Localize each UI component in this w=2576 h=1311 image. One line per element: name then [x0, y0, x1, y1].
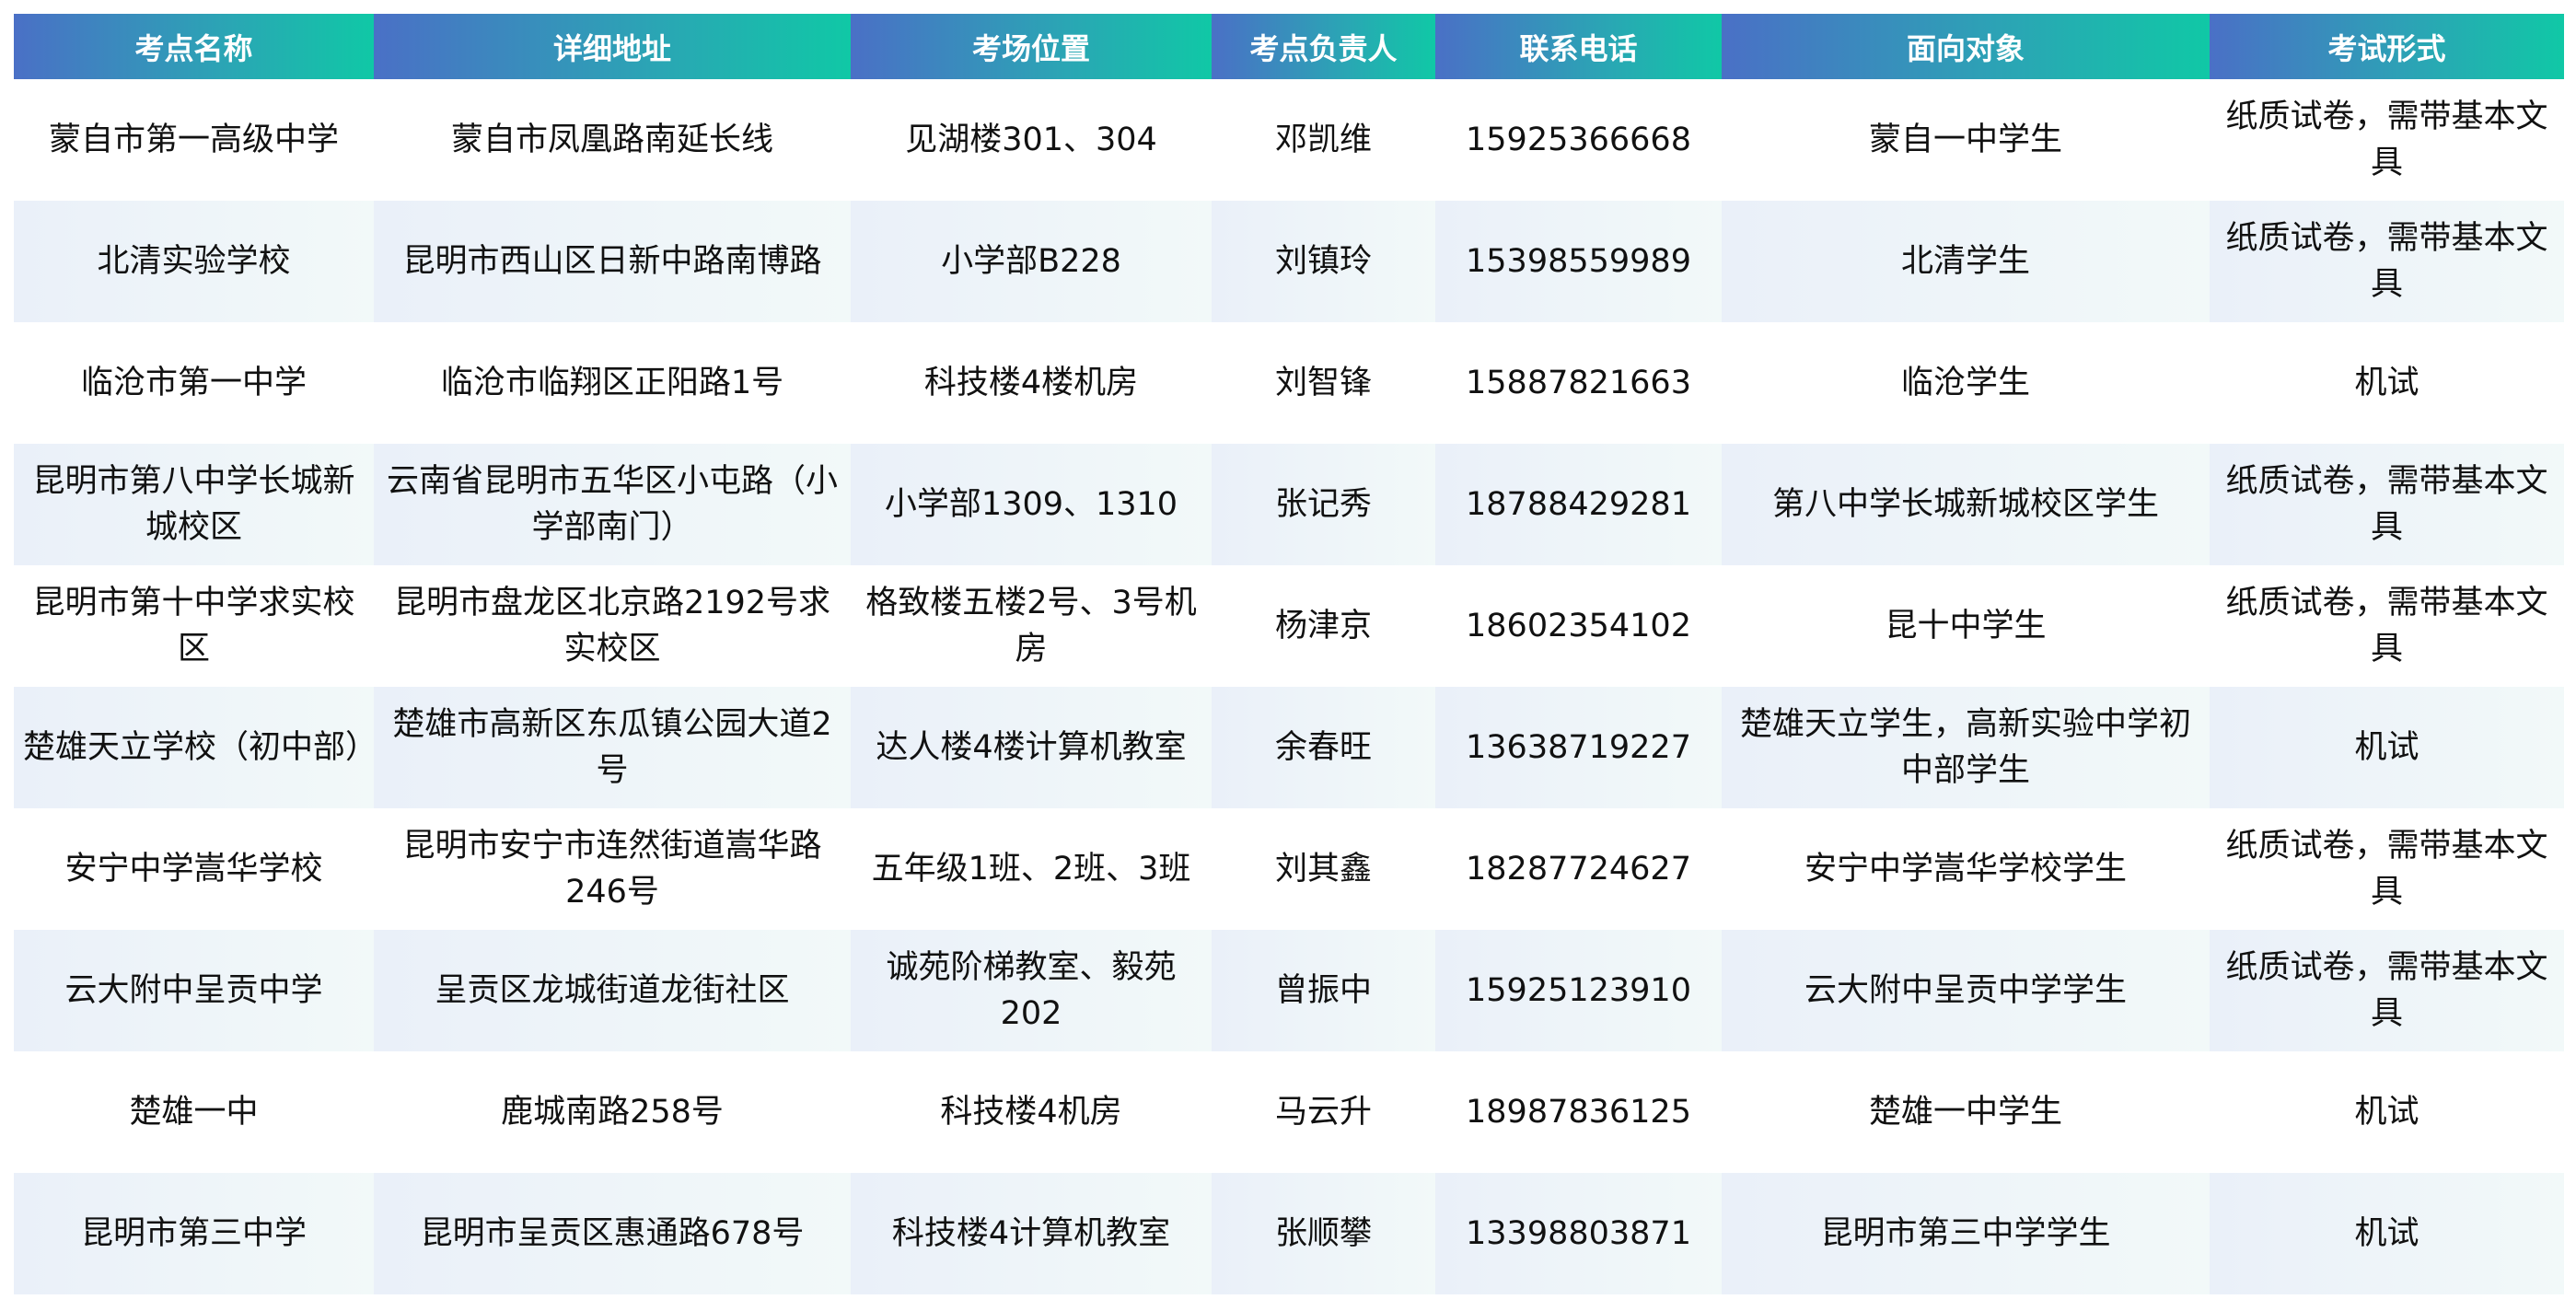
cell-phone: 15398559989 — [1435, 201, 1722, 322]
column-header-contact-person: 考点负责人 — [1212, 14, 1435, 79]
cell-phone: 15925123910 — [1435, 930, 1722, 1051]
cell-address: 鹿城南路258号 — [501, 1094, 724, 1131]
cell-address: 昆明市西山区日新中路南博路 — [374, 201, 851, 322]
cell-contact-person: 马云升 — [1274, 1094, 1372, 1131]
cell-audience: 蒙自一中学生 — [1868, 122, 2062, 158]
cell-audience: 临沧学生 — [1900, 365, 2030, 401]
cell-site-name: 北清实验学校 — [14, 201, 374, 322]
cell-audience: 北清学生 — [1722, 201, 2210, 322]
cell-room: 科技楼4计算机教室 — [851, 1173, 1212, 1294]
cell-address: 楚雄市高新区东瓜镇公园大道2号 — [374, 687, 851, 808]
cell-contact-person: 张记秀 — [1212, 444, 1435, 565]
cell-site-name: 楚雄一中 — [129, 1094, 259, 1131]
column-header-room: 考场位置 — [851, 14, 1212, 79]
cell-site-name: 昆明市第八中学长城新城校区 — [14, 444, 374, 565]
column-header-audience: 面向对象 — [1722, 14, 2210, 79]
cell-site-name: 楚雄天立学校（初中部） — [14, 687, 377, 808]
column-header-address: 详细地址 — [374, 14, 851, 79]
cell-address: 临沧市临翔区正阳路1号 — [440, 365, 784, 401]
table-row: 昆明市第三中学 昆明市呈贡区惠通路678号 科技楼4计算机教室 张顺攀 13398803… — [14, 1173, 2564, 1294]
header-row: 考点名称 详细地址 考场位置 考点负责人 联系电话 面向对象 考试形式 — [14, 14, 2564, 79]
cell-exam-format: 机试 — [2210, 1173, 2564, 1294]
cell-audience: 安宁中学嵩华学校学生 — [1804, 851, 2127, 888]
cell-audience: 楚雄一中学生 — [1868, 1094, 2062, 1131]
cell-exam-format: 纸质试卷，需带基本文具 — [2210, 444, 2564, 565]
column-header-phone: 联系电话 — [1435, 14, 1722, 79]
exam-sites-table: 考点名称 详细地址 考场位置 考点负责人 联系电话 面向对象 考试形式 蒙自市第一高级中学蒙… — [14, 14, 2564, 1294]
cell-exam-format: 纸质试卷，需带基本文具 — [2225, 828, 2548, 911]
cell-room: 达人楼4楼计算机教室 — [851, 687, 1212, 808]
cell-room: 五年级1班、2班、3班 — [871, 851, 1191, 888]
cell-contact-person: 刘其鑫 — [1274, 851, 1372, 888]
table-row: 安宁中学嵩华学校 昆明市安宁市连然街道嵩华路246号 五年级1班、2班、3班 刘其鑫 1… — [14, 808, 2564, 930]
cell-contact-person: 刘镇玲 — [1212, 201, 1435, 322]
cell-address: 昆明市盘龙区北京路2192号求实校区 — [393, 585, 831, 667]
table-row: 北清实验学校 昆明市西山区日新中路南博路 小学部B228 刘镇玲 15398559989… — [14, 201, 2564, 322]
table-row: 蒙自市第一高级中学 蒙自市凤凰路南延长线 见湖楼301、304 邓凯维 15925366… — [14, 79, 2564, 201]
cell-exam-format: 纸质试卷，需带基本文具 — [2225, 99, 2548, 181]
cell-phone: 13638719227 — [1435, 687, 1722, 808]
cell-phone: 15887821663 — [1466, 365, 1691, 401]
cell-contact-person: 曾振中 — [1212, 930, 1435, 1051]
cell-phone: 18788429281 — [1435, 444, 1722, 565]
table-row: 昆明市第八中学长城新城校区 云南省昆明市五华区小屯路（小学部南门） 小学部1309、… — [14, 444, 2564, 565]
table-row: 昆明市第十中学求实校区 昆明市盘龙区北京路2192号求实校区 格致楼五楼2号、3号机… — [14, 565, 2564, 687]
cell-address: 云南省昆明市五华区小屯路（小学部南门） — [374, 444, 851, 565]
cell-contact-person: 杨津京 — [1274, 608, 1372, 644]
cell-audience: 云大附中呈贡中学学生 — [1722, 930, 2210, 1051]
cell-site-name: 临沧市第一中学 — [80, 365, 307, 401]
cell-site-name: 蒙自市第一高级中学 — [48, 122, 339, 158]
cell-audience: 楚雄天立学生，高新实验中学初中部学生 — [1722, 687, 2210, 808]
cell-room: 小学部1309、1310 — [851, 444, 1212, 565]
cell-audience: 昆明市第三中学学生 — [1722, 1173, 2210, 1294]
cell-address: 昆明市安宁市连然街道嵩华路246号 — [402, 828, 822, 911]
cell-site-name: 昆明市第十中学求实校区 — [32, 585, 355, 667]
cell-exam-format: 机试 — [2354, 365, 2419, 401]
column-header-exam-format: 考试形式 — [2210, 14, 2564, 79]
cell-audience: 昆十中学生 — [1885, 608, 2047, 644]
cell-room: 见湖楼301、304 — [905, 122, 1157, 158]
cell-site-name: 昆明市第三中学 — [14, 1173, 374, 1294]
cell-site-name: 安宁中学嵩华学校 — [64, 851, 323, 888]
cell-exam-format: 纸质试卷，需带基本文具 — [2210, 201, 2564, 322]
cell-address: 昆明市呈贡区惠通路678号 — [374, 1173, 851, 1294]
cell-room: 格致楼五楼2号、3号机房 — [865, 585, 1197, 667]
cell-room: 科技楼4楼机房 — [923, 365, 1139, 401]
table-row: 楚雄天立学校（初中部） 楚雄市高新区东瓜镇公园大道2号 达人楼4楼计算机教室 余春旺 1… — [14, 687, 2564, 808]
cell-exam-format: 机试 — [2354, 1094, 2419, 1131]
cell-contact-person: 余春旺 — [1212, 687, 1435, 808]
cell-exam-format: 纸质试卷，需带基本文具 — [2210, 930, 2564, 1051]
table-row: 云大附中呈贡中学 呈贡区龙城街道龙街社区 诚苑阶梯教室、毅苑202 曾振中 159251… — [14, 930, 2564, 1051]
cell-room: 小学部B228 — [851, 201, 1212, 322]
cell-room: 诚苑阶梯教室、毅苑202 — [851, 930, 1212, 1051]
table-row: 临沧市第一中学 临沧市临翔区正阳路1号 科技楼4楼机房 刘智锋 15887821663 临… — [14, 322, 2564, 444]
cell-address: 蒙自市凤凰路南延长线 — [450, 122, 773, 158]
cell-site-name: 云大附中呈贡中学 — [14, 930, 374, 1051]
cell-phone: 15925366668 — [1466, 122, 1691, 158]
cell-phone: 13398803871 — [1435, 1173, 1722, 1294]
table-row: 楚雄一中 鹿城南路258号 科技楼4机房 马云升 18987836125 楚雄一中学生 机试 — [14, 1051, 2564, 1173]
cell-address: 呈贡区龙城街道龙街社区 — [374, 930, 851, 1051]
cell-phone: 18287724627 — [1466, 851, 1691, 888]
cell-contact-person: 邓凯维 — [1274, 122, 1372, 158]
cell-room: 科技楼4机房 — [940, 1094, 1122, 1131]
cell-phone: 18602354102 — [1466, 608, 1691, 644]
cell-audience: 第八中学长城新城校区学生 — [1722, 444, 2210, 565]
column-header-site-name: 考点名称 — [14, 14, 374, 79]
cell-exam-format: 纸质试卷，需带基本文具 — [2225, 585, 2548, 667]
cell-contact-person: 刘智锋 — [1274, 365, 1372, 401]
cell-contact-person: 张顺攀 — [1212, 1173, 1435, 1294]
cell-phone: 18987836125 — [1466, 1094, 1691, 1131]
cell-exam-format: 机试 — [2210, 687, 2564, 808]
